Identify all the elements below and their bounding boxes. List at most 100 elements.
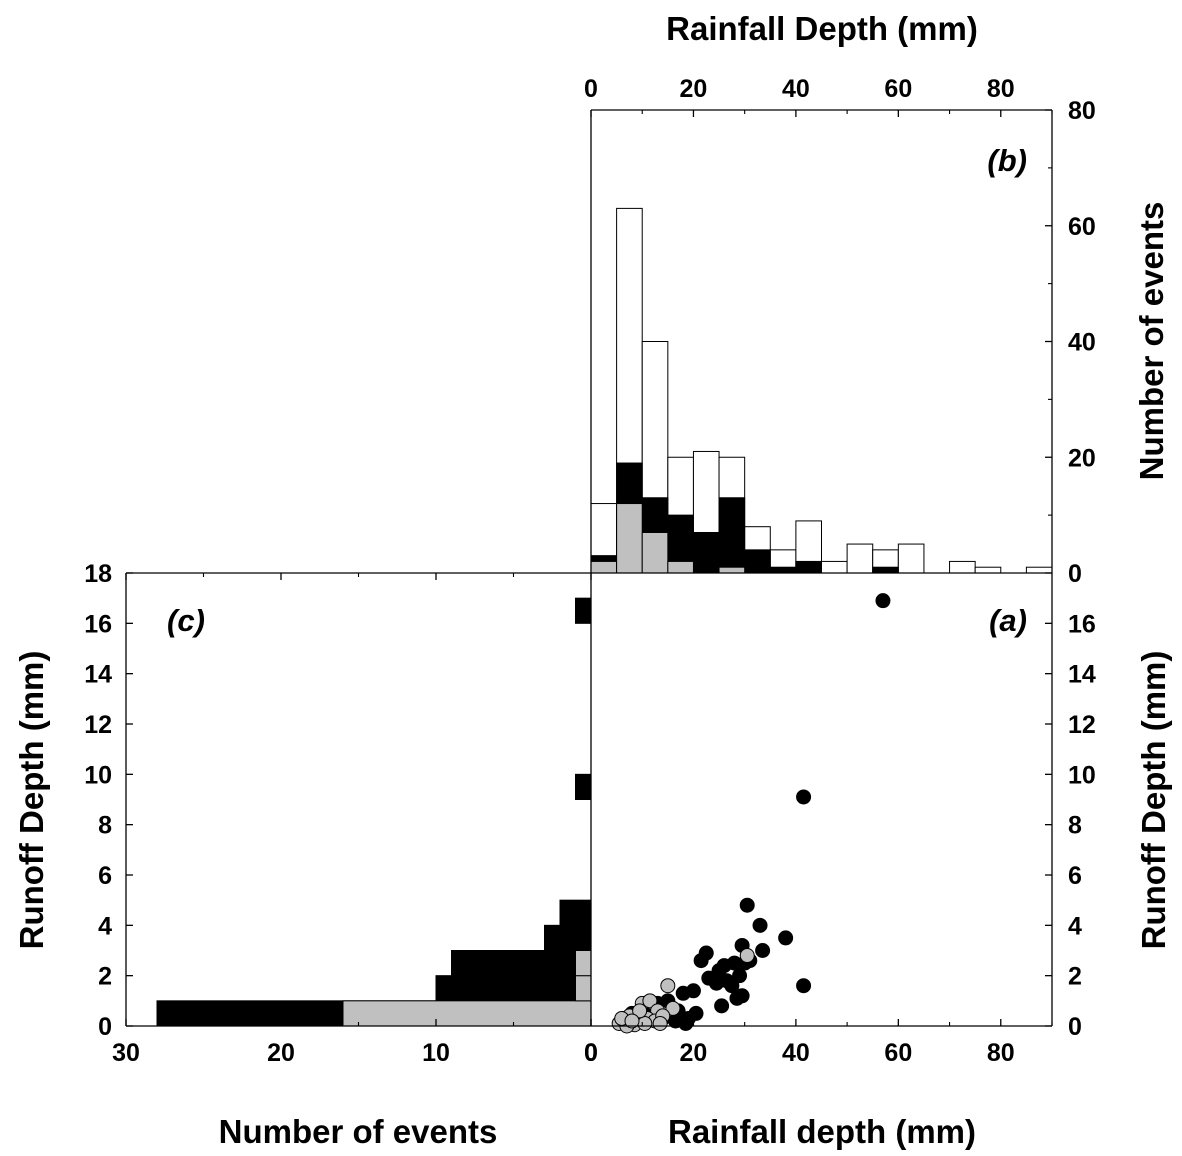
a-point-s1-5 xyxy=(665,1000,681,1016)
panel-label-c: (c) xyxy=(167,603,205,638)
c-bar-s1-2 xyxy=(575,950,592,977)
c-xtick-label-0: 0 xyxy=(584,1039,598,1067)
a-point-s1-1 xyxy=(739,948,755,964)
c-ytick-label-2: 2 xyxy=(98,963,112,991)
b-bar-s2-1 xyxy=(616,503,643,574)
a-point-s0-3 xyxy=(752,917,768,933)
b-bar-s0-12 xyxy=(897,543,925,574)
c-ytick-label-18: 18 xyxy=(84,560,112,588)
a-point-s0-17 xyxy=(732,968,748,984)
a-point-s1-16 xyxy=(632,1003,648,1019)
panel-a-scatter xyxy=(611,593,891,1034)
c-ytick-label-12: 12 xyxy=(84,711,112,739)
a-point-s0-21 xyxy=(729,990,745,1006)
b-bar-s0-17 xyxy=(1025,566,1053,574)
a-ytick-label-2: 2 xyxy=(1068,963,1082,991)
c-ytick-label-0: 0 xyxy=(98,1013,112,1041)
a-ylabel: Runoff Depth (mm) xyxy=(1135,651,1172,950)
b-ytick-label-60: 60 xyxy=(1068,213,1096,241)
c-xtick-label-30: 30 xyxy=(112,1039,140,1067)
a-ytick-label-8: 8 xyxy=(1068,812,1082,840)
c-ytick-label-4: 4 xyxy=(98,912,112,940)
a-point-s0-0 xyxy=(875,593,891,609)
c-bar-s0-5 xyxy=(575,773,592,800)
c-xlabel: Number of events xyxy=(219,1113,498,1150)
b-ytick-label-0: 0 xyxy=(1068,560,1082,588)
a-xtick-label-40: 40 xyxy=(782,1039,810,1067)
tick-marks: 0020204040606080800204060800246810121416… xyxy=(84,75,1096,1067)
a-point-s0-8 xyxy=(693,953,709,969)
a-xtick-label-0: 0 xyxy=(584,1039,598,1067)
panel-b-histogram xyxy=(590,207,1053,574)
c-ytick-label-10: 10 xyxy=(84,761,112,789)
a-ytick-label-4: 4 xyxy=(1068,912,1082,940)
a-point-s0-23 xyxy=(685,983,701,999)
b-bar-s1-4 xyxy=(692,531,720,574)
a-ytick-label-12: 12 xyxy=(1068,711,1096,739)
a-point-s0-26 xyxy=(714,998,730,1014)
a-xtick-label-20: 20 xyxy=(680,1039,708,1067)
b-ylabel: Number of events xyxy=(1133,202,1170,481)
a-point-s0-31 xyxy=(678,1015,694,1031)
b-xtick-label-60: 60 xyxy=(884,75,912,103)
a-ytick-label-0: 0 xyxy=(1068,1013,1082,1041)
c-bar-s1-0 xyxy=(342,1000,592,1027)
b-bar-s0-14 xyxy=(949,560,976,574)
b-bar-s1-11 xyxy=(872,566,899,574)
b-bar-s1-7 xyxy=(769,566,797,574)
panel-label-a: (a) xyxy=(989,603,1027,638)
c-bar-s0-4 xyxy=(559,899,592,926)
b-xtick-label-0: 0 xyxy=(584,75,598,103)
b-bar-s1-5 xyxy=(718,497,746,574)
a-point-s0-6 xyxy=(755,943,771,958)
c-ytick-label-14: 14 xyxy=(84,661,112,689)
c-bar-s0-1 xyxy=(435,975,592,1002)
b-ytick-label-20: 20 xyxy=(1068,444,1096,472)
c-xtick-label-20: 20 xyxy=(267,1039,295,1067)
a-point-s0-1 xyxy=(796,789,812,805)
b-ytick-label-40: 40 xyxy=(1068,329,1096,357)
c-bar-s0-6 xyxy=(575,597,592,624)
b-xtick-label-20: 20 xyxy=(680,75,708,103)
b-bar-s1-6 xyxy=(744,549,771,574)
b-xtick-label-80: 80 xyxy=(987,75,1015,103)
a-xtick-label-80: 80 xyxy=(987,1039,1015,1067)
a-ytick-label-10: 10 xyxy=(1068,761,1096,789)
a-point-s0-2 xyxy=(739,897,755,913)
a-ytick-label-14: 14 xyxy=(1068,661,1096,689)
c-ytick-label-16: 16 xyxy=(84,610,112,638)
a-point-s1-17 xyxy=(652,1015,668,1031)
a-point-s0-19 xyxy=(796,978,812,994)
b-bar-s0-10 xyxy=(846,543,874,574)
c-ytick-label-6: 6 xyxy=(98,862,112,890)
a-point-s1-0 xyxy=(660,978,676,994)
b-xlabel: Rainfall Depth (mm) xyxy=(666,10,978,47)
a-point-s0-18 xyxy=(724,978,740,994)
b-bar-s0-9 xyxy=(821,560,848,574)
b-xtick-label-40: 40 xyxy=(782,75,810,103)
b-ytick-label-80: 80 xyxy=(1068,97,1096,125)
c-bar-s1-1 xyxy=(575,975,592,1002)
a-xtick-label-60: 60 xyxy=(884,1039,912,1067)
b-bar-s0-15 xyxy=(974,566,1002,574)
a-point-s0-4 xyxy=(778,930,794,946)
a-xlabel: Rainfall depth (mm) xyxy=(668,1113,976,1150)
c-bar-s0-3 xyxy=(544,924,592,951)
c-ytick-label-8: 8 xyxy=(98,812,112,840)
b-bar-s2-2 xyxy=(641,531,669,574)
c-xtick-label-10: 10 xyxy=(422,1039,450,1067)
b-bar-s2-3 xyxy=(667,560,694,574)
b-bar-s1-8 xyxy=(795,560,823,574)
a-point-s1-3 xyxy=(642,993,658,1009)
panel-c-histogram xyxy=(156,597,592,1027)
a-ytick-label-16: 16 xyxy=(1068,610,1096,638)
panel-label-b: (b) xyxy=(987,143,1027,178)
c-ylabel: Runoff Depth (mm) xyxy=(13,651,50,950)
a-point-s1-14 xyxy=(637,1015,653,1031)
c-bar-s0-2 xyxy=(451,950,592,977)
b-bar-s2-5 xyxy=(718,566,746,574)
a-ytick-label-6: 6 xyxy=(1068,862,1082,890)
b-bar-s2-0 xyxy=(590,560,618,574)
a-point-s1-19 xyxy=(624,1013,640,1029)
